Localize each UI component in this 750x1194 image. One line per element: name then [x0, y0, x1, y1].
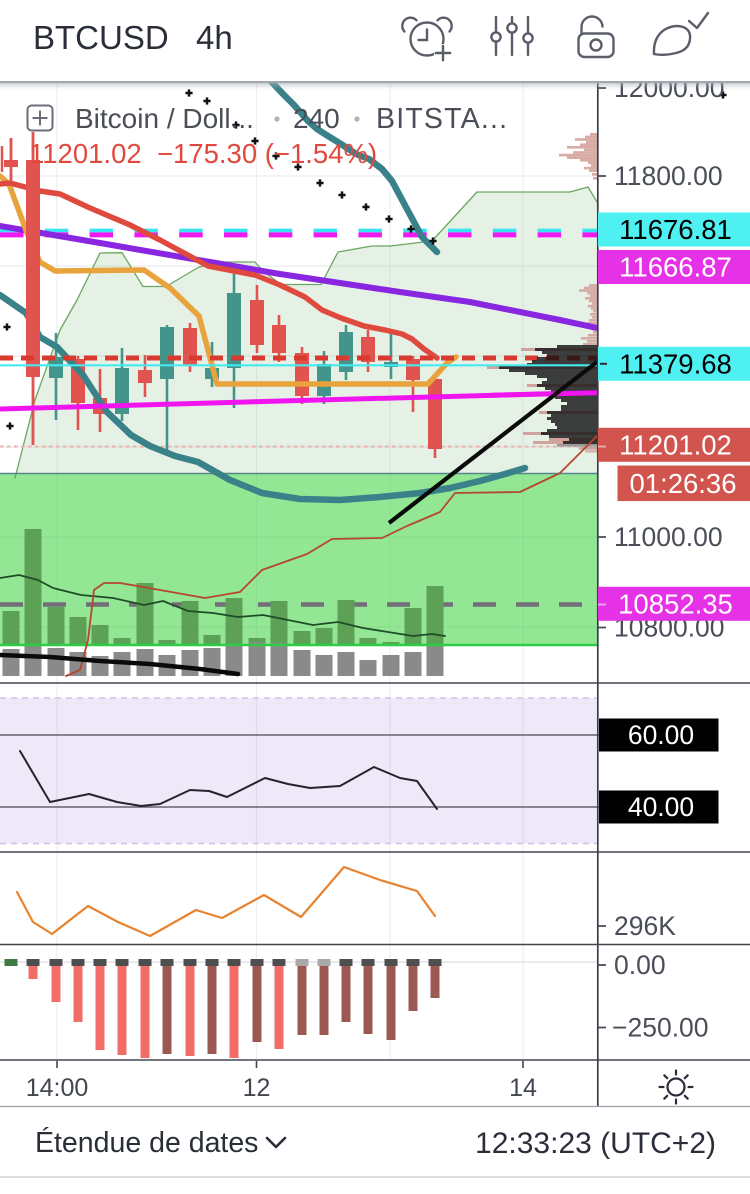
svg-text:−250.00: −250.00 — [612, 1013, 709, 1043]
svg-text:240: 240 — [293, 103, 340, 134]
svg-text:11201.02 −175.30 (−1.54%): 11201.02 −175.30 (−1.54%) — [29, 138, 377, 169]
svg-text:11800.00: 11800.00 — [614, 161, 723, 191]
svg-text:11379.68: 11379.68 — [619, 348, 732, 379]
svg-text:12: 12 — [243, 1074, 271, 1102]
svg-text:14: 14 — [509, 1074, 537, 1102]
svg-text:BTCUSD: BTCUSD — [33, 19, 169, 56]
svg-text:0.00: 0.00 — [614, 950, 666, 980]
svg-text:11666.87: 11666.87 — [619, 252, 732, 283]
svg-text:40.00: 40.00 — [628, 792, 694, 822]
svg-text:11676.81: 11676.81 — [619, 214, 732, 245]
svg-text:4h: 4h — [196, 19, 233, 56]
svg-text:11000.00: 11000.00 — [614, 522, 723, 552]
svg-text:14:00: 14:00 — [26, 1074, 89, 1102]
svg-text:296K: 296K — [614, 911, 676, 941]
svg-text:BITSTA...: BITSTA... — [376, 103, 508, 135]
svg-text:11201.02: 11201.02 — [619, 429, 732, 460]
svg-text:12:33:23 (UTC+2): 12:33:23 (UTC+2) — [475, 1127, 716, 1160]
svg-text:60.00: 60.00 — [628, 720, 694, 750]
svg-text:Bitcoin / Doll...: Bitcoin / Doll... — [75, 103, 254, 134]
svg-text:Étendue de dates: Étendue de dates — [35, 1127, 258, 1159]
svg-text:01:26:36: 01:26:36 — [629, 468, 736, 499]
svg-text:10852.35: 10852.35 — [618, 588, 733, 619]
